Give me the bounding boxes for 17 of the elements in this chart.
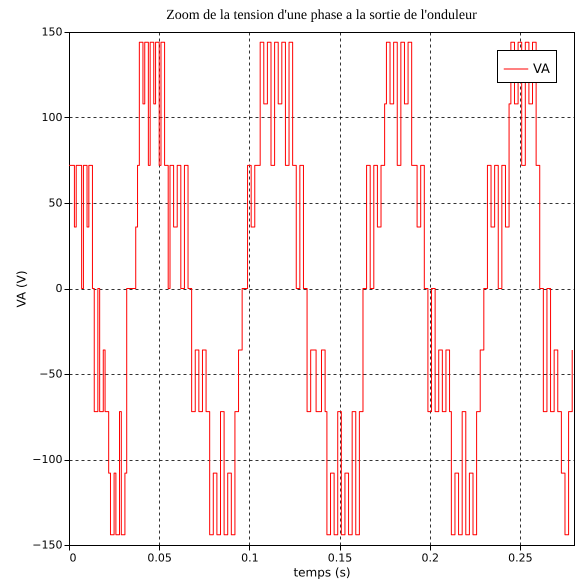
chart-title: Zoom de la tension d'une phase a la sortie de l'onduleur: [166, 8, 478, 23]
y-tick-label: −100: [32, 453, 62, 466]
y-tick-label: 50: [48, 196, 62, 210]
x-tick-label: 0.05: [147, 552, 172, 564]
y-tick-label: 100: [42, 111, 62, 124]
y-tick-label: −50: [39, 368, 62, 380]
x-tick-label: 0.1: [241, 552, 259, 564]
x-tick-label: 0: [70, 552, 76, 564]
legend-label: VA: [533, 62, 550, 77]
x-tick-label: 0.2: [421, 552, 439, 564]
y-tick-label: 0: [56, 282, 62, 295]
y-axis-title: VA (V): [14, 270, 28, 308]
y-tick-label: −150: [32, 538, 62, 552]
x-axis-title: temps (s): [293, 566, 351, 580]
x-tick-label: 0.25: [508, 552, 533, 564]
x-tick-label: 0.15: [328, 552, 352, 564]
y-tick-label: 150: [42, 26, 62, 38]
